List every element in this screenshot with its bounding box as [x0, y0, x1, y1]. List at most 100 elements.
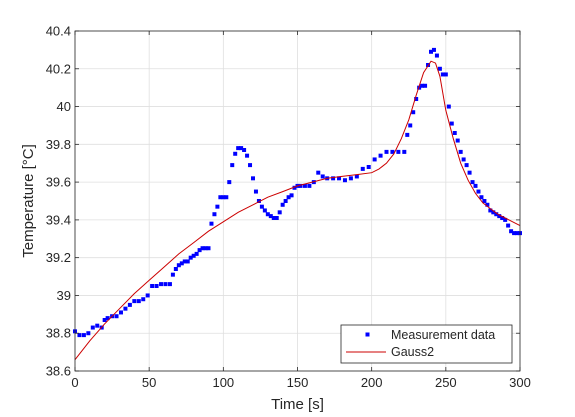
measurement-point	[253, 189, 258, 194]
series-layer	[73, 47, 522, 361]
measurement-point	[491, 210, 496, 215]
measurement-point	[176, 263, 181, 268]
measurement-point	[298, 183, 303, 188]
y-tick-label: 38.8	[46, 326, 71, 341]
measurement-point	[141, 297, 146, 302]
measurement-point	[233, 151, 238, 156]
measurement-point	[342, 178, 347, 183]
measurement-point	[136, 299, 141, 304]
measurement-point	[360, 166, 365, 171]
legend: Measurement data Gauss2	[340, 324, 513, 364]
measurement-point	[242, 148, 247, 152]
measurement-point	[372, 157, 377, 162]
measurement-point	[390, 149, 395, 154]
measurement-point	[212, 212, 217, 217]
measurement-point	[227, 180, 232, 185]
measurement-point	[434, 53, 439, 58]
measurement-point	[302, 183, 307, 188]
measurement-point	[185, 259, 190, 264]
measurement-point	[446, 104, 451, 109]
measurement-point	[470, 180, 475, 185]
measurement-point	[420, 83, 425, 88]
measurement-point	[259, 204, 264, 209]
measurement-point	[262, 208, 267, 213]
measurement-point	[479, 195, 484, 200]
measurement-point	[423, 83, 428, 88]
measurement-point	[503, 217, 508, 222]
measurement-point	[251, 176, 255, 181]
measurement-point	[123, 306, 128, 311]
measurement-point	[81, 333, 86, 338]
measurement-point	[188, 255, 193, 260]
measurement-point	[337, 176, 342, 181]
measurement-point	[289, 193, 294, 198]
measurement-point	[224, 195, 229, 200]
measurement-point	[218, 195, 223, 200]
measurement-point	[118, 310, 123, 315]
measurement-point	[268, 214, 273, 219]
measurement-point	[182, 259, 187, 264]
measurement-point	[320, 174, 325, 179]
measurement-point	[95, 323, 100, 328]
measurement-point	[348, 176, 353, 181]
measurement-point	[429, 49, 433, 54]
measurement-point	[449, 121, 454, 126]
y-tick-label: 38.6	[46, 364, 71, 379]
measurement-point	[283, 199, 288, 203]
measurement-point	[154, 284, 159, 288]
measurement-point	[209, 221, 214, 226]
measurement-point	[458, 149, 463, 154]
measurement-point	[127, 302, 132, 307]
legend-box	[340, 324, 513, 364]
measurement-point	[163, 282, 168, 287]
measurement-point	[206, 246, 211, 251]
measurement-point	[408, 123, 413, 128]
measurement-point	[485, 202, 490, 207]
measurement-point	[230, 163, 235, 168]
measurement-point	[159, 282, 164, 287]
measurement-point	[150, 284, 155, 288]
measurement-point	[170, 272, 175, 277]
gauss2-fit-line	[74, 60, 521, 361]
x-tick-label: 200	[361, 375, 383, 390]
measurement-point	[378, 153, 383, 158]
measurement-point	[221, 195, 226, 200]
measurement-point	[280, 202, 285, 207]
measurement-point	[354, 174, 359, 179]
measurement-point	[461, 157, 466, 162]
legend-marker-measurement	[365, 332, 370, 337]
measurement-point	[271, 216, 276, 220]
measurement-point	[277, 210, 282, 215]
y-tick-label: 40.4	[46, 24, 71, 39]
measurement-point	[248, 163, 253, 168]
measurement-point	[402, 149, 407, 154]
x-tick-label: 0	[71, 375, 78, 390]
y-axis-label: Temperature [°C]	[20, 144, 37, 258]
measurement-point	[452, 131, 457, 135]
measurement-point	[494, 212, 499, 217]
measurement-point	[396, 149, 401, 154]
measurement-point	[292, 185, 297, 190]
y-tick-label: 39.2	[46, 250, 71, 265]
measurement-point	[173, 267, 178, 271]
measurement-point	[431, 47, 436, 52]
measurement-point	[286, 195, 291, 200]
measurement-point	[191, 253, 196, 258]
ticks: 0 50 100 150 200 250 300 38.6 38.8 39 39.2 39.4 39.6…	[46, 24, 531, 391]
measurement-point	[464, 163, 469, 168]
measurement-point	[384, 149, 389, 154]
measurement-point	[179, 261, 184, 266]
measurement-point	[77, 333, 82, 338]
measurement-point	[215, 204, 220, 209]
measurement-point	[274, 216, 279, 220]
measurement-point	[203, 246, 208, 251]
measurement-point	[411, 110, 416, 115]
x-tick-label: 100	[212, 375, 234, 390]
measurement-point	[307, 183, 312, 188]
measurement-point	[440, 72, 445, 77]
measurement-point	[316, 170, 321, 175]
x-tick-label: 50	[142, 375, 156, 390]
measurement-point	[497, 214, 502, 219]
measurement-point	[200, 246, 205, 251]
legend-label-measurement: Measurement data	[391, 328, 495, 342]
